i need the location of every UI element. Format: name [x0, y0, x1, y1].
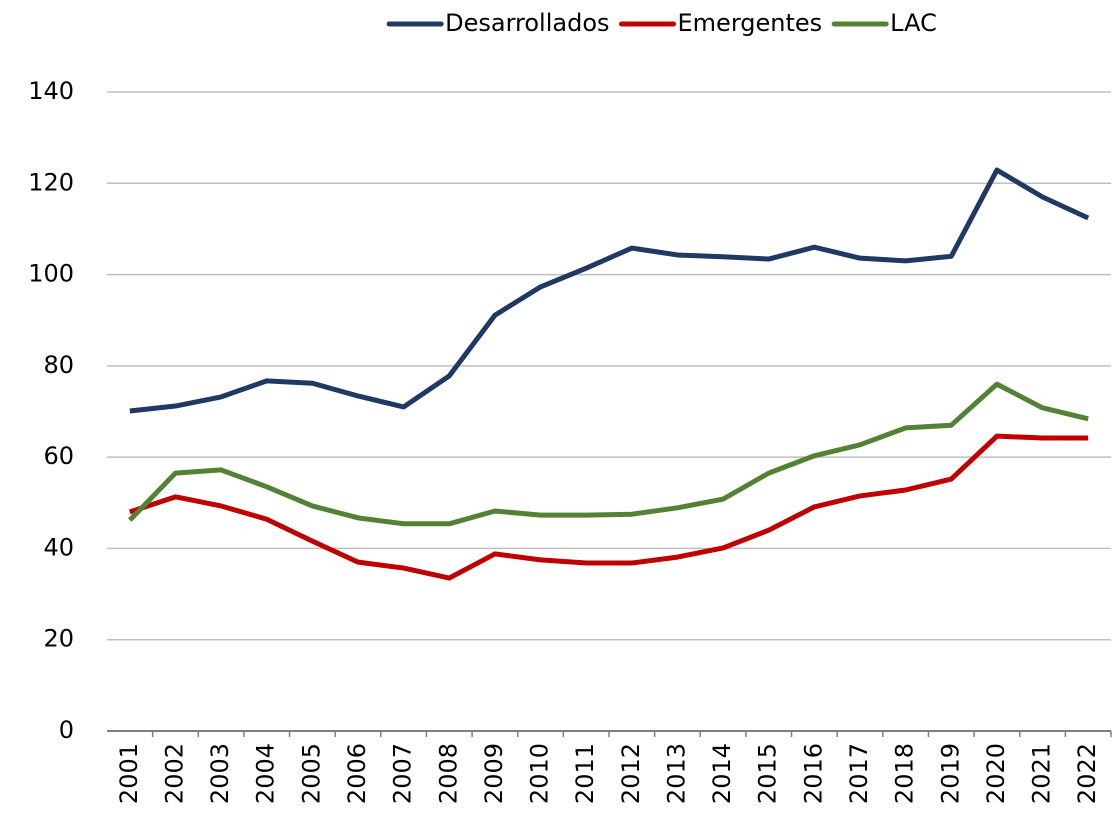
x-tick-label: 2008: [434, 743, 462, 804]
x-tick-label: 2005: [297, 743, 325, 804]
x-tick-label: 2015: [754, 743, 782, 804]
y-tick-label: 120: [28, 168, 74, 196]
series-line: [129, 433, 1089, 581]
legend-label: LAC: [890, 9, 937, 37]
y-tick-label: 140: [28, 77, 74, 105]
x-tick-label: 2016: [799, 743, 827, 804]
legend-label: Desarrollados: [445, 9, 609, 37]
x-tick-label: 2017: [845, 743, 873, 804]
y-tick-label: 60: [43, 442, 74, 470]
y-tick-label: 80: [43, 351, 74, 379]
y-tick-label: 100: [28, 260, 74, 288]
x-tick-label: 2020: [982, 743, 1010, 804]
x-tick-label: 2014: [708, 743, 736, 804]
x-tick-label: 2001: [115, 743, 143, 804]
x-tick-label: 2006: [343, 743, 371, 804]
x-tick-label: 2009: [480, 743, 508, 804]
y-tick-label: 20: [43, 625, 74, 653]
x-tick-label: 2011: [571, 743, 599, 804]
y-tick-label: 40: [43, 533, 74, 561]
x-tick-label: 2004: [252, 743, 280, 804]
x-tick-label: 2002: [160, 743, 188, 804]
x-tick-label: 2018: [891, 743, 919, 804]
x-tick-label: 2022: [1073, 743, 1101, 804]
series-line: [129, 167, 1090, 414]
x-tick-label: 2013: [662, 743, 690, 804]
x-tick-label: 2007: [389, 743, 417, 804]
x-tick-label: 2010: [526, 743, 554, 804]
x-tick-label: 2021: [1028, 743, 1056, 804]
legend-label: Emergentes: [678, 9, 823, 37]
series-line: [128, 381, 1089, 527]
x-tick-label: 2003: [206, 743, 234, 804]
x-tick-label: 2012: [617, 743, 645, 804]
y-tick-label: 0: [59, 716, 74, 744]
x-tick-label: 2019: [936, 743, 964, 804]
